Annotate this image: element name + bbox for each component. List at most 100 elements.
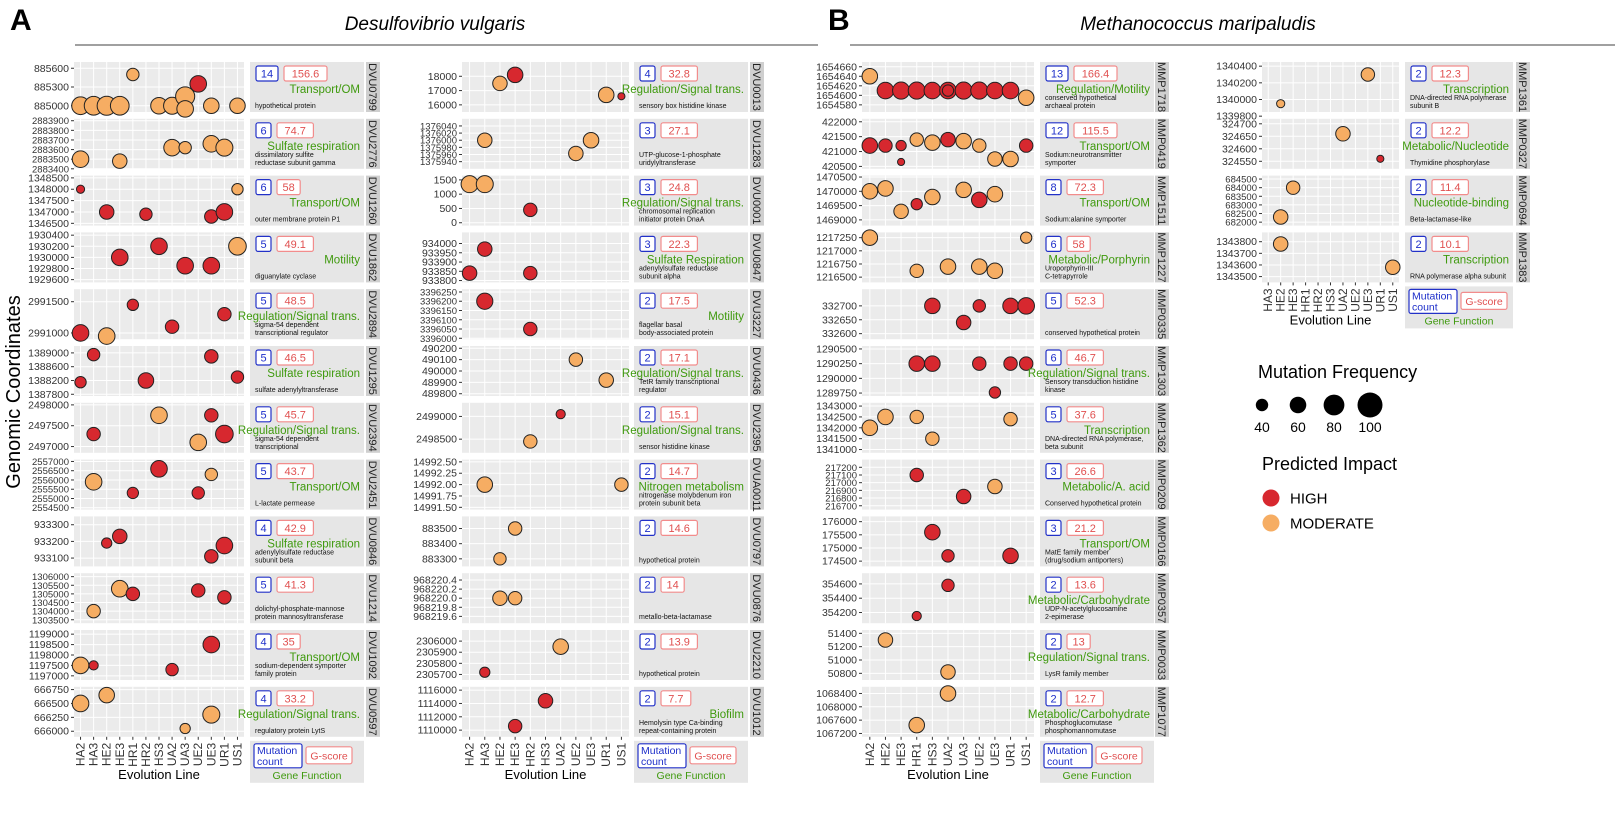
- y-tick-label: 2497000: [28, 441, 69, 453]
- gene-function: Transcription: [1443, 84, 1509, 96]
- mutation-point: [910, 197, 923, 211]
- g-score: 156.6: [292, 69, 320, 81]
- gene-strip: [366, 118, 380, 169]
- gene-strip: [1155, 346, 1169, 396]
- gene-id: DVU3227: [750, 290, 762, 338]
- mutation-point: [924, 523, 941, 541]
- y-tick-label: 1112000: [418, 711, 457, 723]
- gene-function-legend-text: Gene Function: [1425, 315, 1494, 327]
- x-tick-label: HS3: [539, 742, 553, 766]
- x-tick-label: US1: [230, 742, 244, 766]
- y-tick-label: 2883500: [32, 155, 69, 166]
- count-box: [1045, 406, 1062, 423]
- gene-description: reductase subunit gamma: [255, 160, 336, 167]
- gene-row: 1470500 1470000 1469500 1469000 8 72.3 Transpo…: [816, 172, 1169, 226]
- y-tick-label: 1289750: [816, 388, 857, 400]
- gene-strip: [366, 346, 380, 396]
- mutation-point: [71, 324, 90, 342]
- gene-description: Beta-lactamase-like: [1410, 217, 1472, 224]
- mutation-point: [909, 467, 924, 483]
- y-tick-label: 50800: [828, 668, 857, 680]
- gscore-legend-box: [689, 746, 737, 765]
- gene-row: 2557000255650025560002555500255500025545…: [32, 457, 380, 514]
- gene-row: 885600 885300 885000 14 156.6 Transport/OM hyp…: [34, 62, 380, 118]
- mutation-point: [479, 666, 491, 678]
- gene-strip: [750, 62, 764, 112]
- gene-strip: [750, 459, 764, 510]
- y-tick-label: 14991.75: [413, 490, 457, 502]
- y-tick-label: 1343700: [1216, 248, 1257, 260]
- mutation-point: [476, 292, 494, 310]
- y-tick-label: 1217000: [816, 245, 857, 257]
- gene-id: DVU1214: [366, 574, 378, 622]
- mutation-count: 2: [644, 580, 650, 592]
- gene-id: DVU0846: [366, 518, 378, 566]
- x-axis-label: Evolution Line: [118, 767, 200, 782]
- y-tick-label: 217200: [825, 463, 857, 474]
- freq-legend-dot: [1323, 394, 1345, 416]
- count-box: [1410, 65, 1427, 82]
- gene-description: chromosomal replication: [639, 209, 715, 216]
- y-tick-label: 883400: [422, 538, 457, 550]
- gene-description: phosphomannomutase: [1045, 728, 1116, 735]
- x-tick-label: HS3: [1324, 288, 1338, 312]
- gene-strip: [1516, 118, 1530, 169]
- gene-function: Transport/OM: [289, 84, 360, 96]
- y-tick-label: 3396150: [420, 306, 457, 317]
- title-methanococcus: Methanococcus maripaludis: [1080, 14, 1316, 35]
- gscore-box: [1066, 292, 1105, 309]
- count-legend-text: Mutation: [641, 745, 681, 757]
- count-box: [1045, 633, 1062, 650]
- mutation-count: 6: [260, 182, 266, 194]
- y-tick-label: 1199000: [29, 629, 69, 641]
- mutation-point: [909, 132, 924, 147]
- gene-function: Metabolic/Carbohydrate: [1028, 709, 1150, 721]
- count-box: [639, 519, 656, 537]
- mutation-count: 6: [260, 125, 266, 137]
- mutation-point: [940, 131, 956, 148]
- x-tick-label: HR1: [1299, 288, 1313, 312]
- gene-description: C-tetrapyrrole: [1045, 273, 1088, 280]
- mutation-point: [1018, 356, 1034, 371]
- gene-row: 968220.4968220.2968220.0968219.8968219.6…: [413, 573, 764, 624]
- freq-legend-value: 100: [1358, 419, 1382, 435]
- gene-id: MMP1362: [1155, 403, 1167, 453]
- gene-description: Sensory transduction histidine: [1045, 379, 1138, 386]
- y-tick-label: 1654640: [816, 71, 857, 83]
- gene-description: nitrogenase molybdenum iron: [639, 493, 731, 500]
- gscore-box: [1066, 179, 1105, 196]
- y-tick-label: 1290250: [816, 358, 857, 370]
- gscore-box: [1066, 633, 1091, 650]
- mutation-point: [907, 81, 926, 100]
- count-box: [1045, 235, 1062, 252]
- gscore-box: [1066, 406, 1105, 423]
- gene-row: 422000 421500 421000 420500 12 115.5 Transport…: [822, 116, 1169, 173]
- mutation-point: [955, 181, 972, 199]
- gene-description: adenylylsulfate reductase: [255, 549, 334, 556]
- x-tick-label: HS3: [925, 742, 939, 766]
- mutation-count: 2: [1415, 69, 1421, 81]
- mutation-point: [568, 145, 584, 162]
- g-score: 17.1: [668, 353, 689, 365]
- y-tick-label: 1197000: [29, 670, 69, 682]
- g-score: 13.6: [1074, 580, 1095, 592]
- g-score: 10.1: [1439, 239, 1460, 251]
- gene-function: Sulfate respiration: [267, 141, 360, 153]
- count-box: [639, 463, 656, 480]
- count-legend-text: count: [257, 756, 283, 768]
- gene-function: Transcription: [1084, 425, 1150, 437]
- y-tick-label: 17000: [428, 85, 457, 97]
- gene-description: DNA-directed RNA polymerase,: [1045, 436, 1143, 443]
- mutation-point: [970, 81, 989, 100]
- gene-description: RNA polymerase alpha subunit: [1410, 273, 1506, 280]
- y-tick-label: 1654660: [816, 61, 857, 73]
- mutation-count: 3: [644, 125, 650, 137]
- gene-row: 1290500 1290250 1290000 1289750 6 46.7 Regulat…: [816, 343, 1169, 400]
- x-tick-label: HE3: [894, 742, 908, 766]
- mutation-point: [923, 81, 942, 100]
- mutation-point: [877, 180, 894, 197]
- mutation-point: [940, 664, 956, 680]
- panel-label-b: B: [828, 4, 850, 37]
